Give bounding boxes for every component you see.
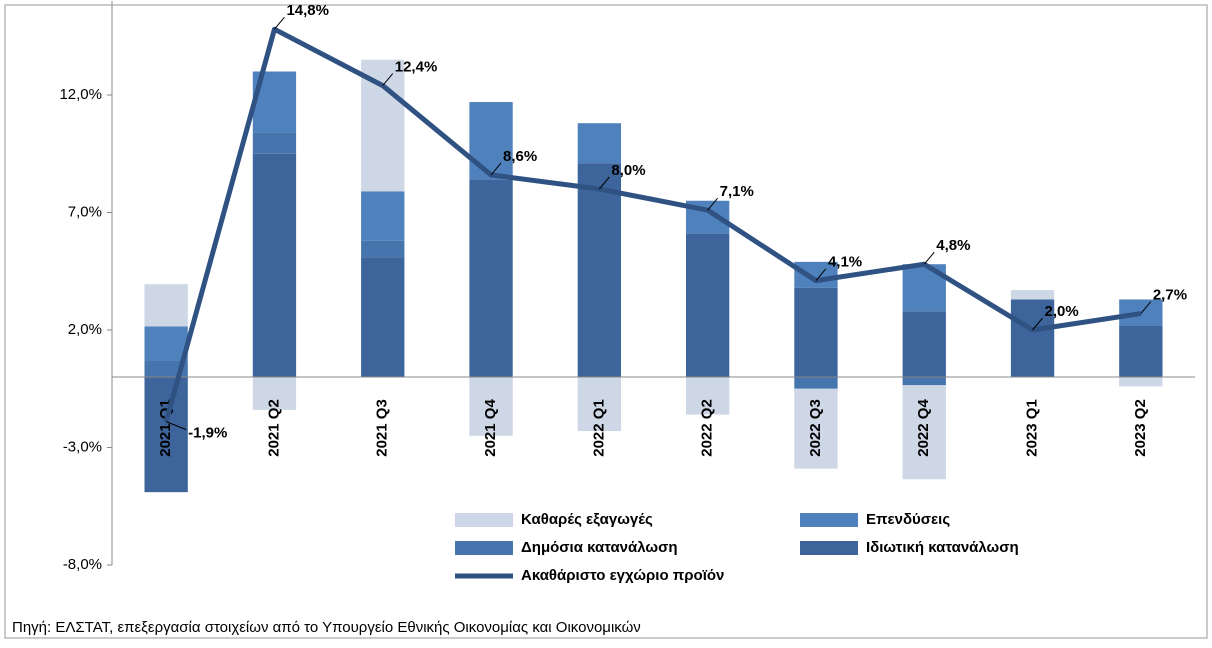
bar-segment <box>1119 325 1163 377</box>
bar-segment <box>144 377 188 493</box>
bar-segment <box>361 191 405 241</box>
frame <box>4 4 1208 639</box>
label-leader <box>165 421 187 431</box>
bar-segment <box>144 360 188 377</box>
data-label: -1,9% <box>188 425 227 442</box>
gdp-line <box>163 26 1142 423</box>
x-tick-label: 2022 Q1 <box>590 399 607 457</box>
bar-segment <box>902 385 946 480</box>
bar-segment <box>144 326 188 361</box>
bar-segment <box>577 123 622 164</box>
bar-segment <box>144 284 188 327</box>
bar-segment <box>1119 299 1163 326</box>
legend-label: Επενδύσεις <box>866 511 950 528</box>
data-label: 14,8% <box>286 2 329 19</box>
data-label: 7,1% <box>720 183 754 200</box>
y-tick-label: 12,0% <box>59 86 102 103</box>
x-tick-label: 2023 Q2 <box>1132 399 1149 457</box>
x-tick-label: 2022 Q2 <box>699 399 716 457</box>
bar-segment <box>361 59 405 192</box>
bar-segment <box>252 153 297 377</box>
label-leader <box>490 162 502 176</box>
bar-segment <box>794 377 838 389</box>
x-tick-label: 2023 Q1 <box>1024 399 1041 457</box>
data-label: 4,1% <box>828 254 862 271</box>
bar-segment <box>794 287 838 377</box>
data-label: 2,7% <box>1153 287 1187 304</box>
y-tick-label: -3,0% <box>63 438 102 455</box>
bar-segment <box>361 257 405 377</box>
bar-segment <box>469 179 513 377</box>
bar-segment <box>252 132 297 154</box>
legend-swatch <box>455 541 513 555</box>
bar-segment <box>577 377 622 432</box>
label-leader <box>382 73 394 86</box>
label-leader <box>1032 317 1043 331</box>
y-tick-label: 2,0% <box>68 321 102 338</box>
bar-segment <box>577 163 622 377</box>
bar-segment <box>1010 290 1055 300</box>
legend-swatch <box>800 513 858 527</box>
data-label: 8,6% <box>503 148 537 165</box>
bar-segment <box>1010 299 1055 377</box>
bar-segment <box>902 311 946 377</box>
legend-label: Δημόσια κατανάλωση <box>521 539 678 556</box>
bar-segment <box>794 388 838 469</box>
y-tick-label: 7,0% <box>68 203 102 220</box>
label-leader <box>923 251 935 265</box>
bar-segment <box>1119 377 1163 387</box>
x-tick-label: 2022 Q3 <box>807 399 824 457</box>
legend-swatch <box>800 541 858 555</box>
x-tick-label: 2021 Q3 <box>374 399 391 457</box>
x-tick-label: 2022 Q4 <box>915 399 932 457</box>
data-label: 12,4% <box>395 59 438 76</box>
bar-segment <box>685 377 730 415</box>
bar-segment <box>902 377 946 386</box>
data-label: 2,0% <box>1045 303 1079 320</box>
label-leader <box>707 197 719 211</box>
label-leader <box>598 176 610 190</box>
x-tick-label: 2021 Q4 <box>482 399 499 457</box>
y-tick-label: -8,0% <box>63 556 102 573</box>
bar-segment <box>469 102 513 180</box>
data-label: 4,8% <box>936 237 970 254</box>
legend-label: Καθαρές εξαγωγές <box>521 511 653 528</box>
legend-label: Ακαθάριστο εγχώριο προϊόν <box>521 567 724 584</box>
x-tick-label: 2021 Q2 <box>265 399 282 457</box>
label-leader <box>1140 301 1152 314</box>
legend-swatch <box>455 513 513 527</box>
source: Πηγή: ΕΛΣΤΑΤ, επεξεργασία στοιχείων από … <box>12 619 641 636</box>
data-label: 8,0% <box>611 162 645 179</box>
label-leader <box>274 16 285 30</box>
bar-segment <box>252 377 297 410</box>
legend-label: Ιδιωτική κατανάλωση <box>866 539 1019 556</box>
bar-segment <box>685 233 730 377</box>
bar-segment <box>469 377 513 436</box>
label-leader <box>815 268 827 281</box>
bar-segment <box>794 261 838 288</box>
bar-segment <box>361 240 405 258</box>
